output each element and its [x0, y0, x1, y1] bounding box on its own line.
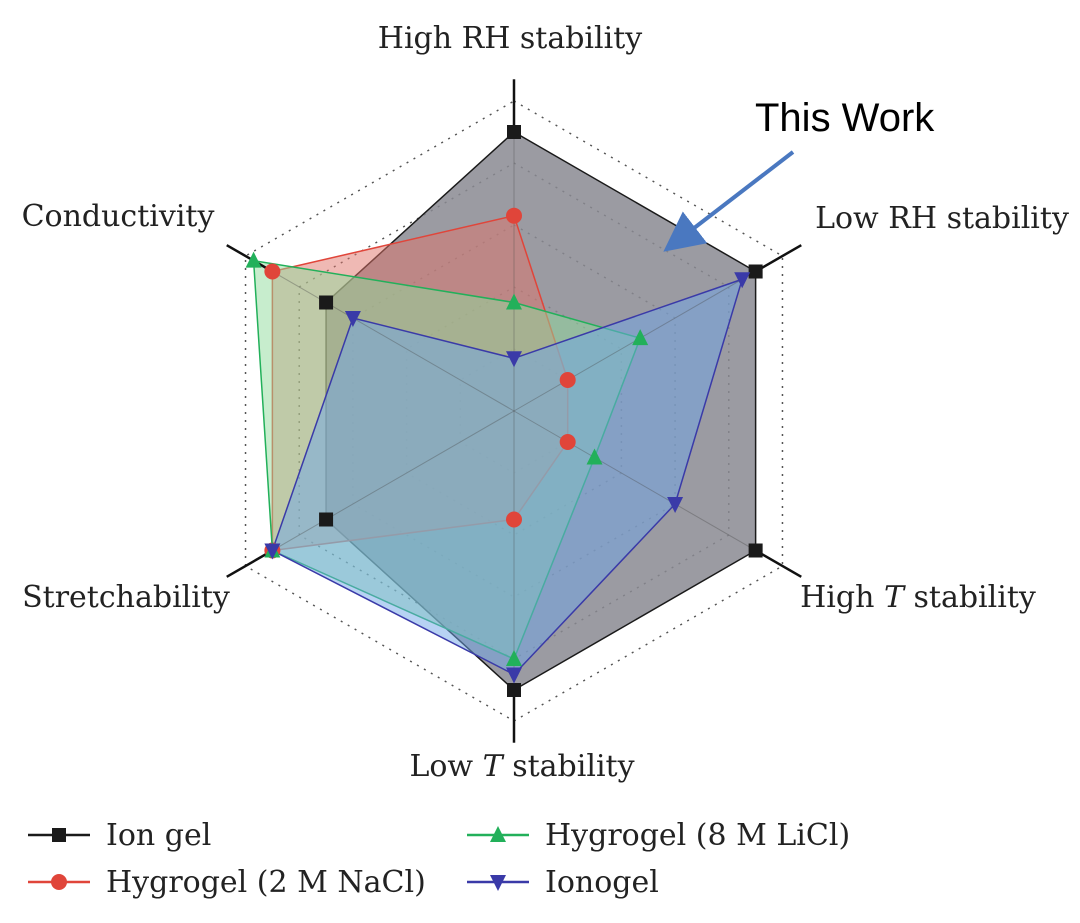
axis-label-t_high: High T stability: [800, 580, 1036, 615]
legend-label-3: Ionogel: [545, 865, 659, 900]
annotation-this-work: This Work: [755, 96, 935, 140]
data-point-3-t_high: [667, 497, 684, 513]
data-point-1-t_high: [559, 434, 576, 450]
data-point-0-rh_high: [507, 125, 521, 139]
legend-item-0: Ion gel: [28, 818, 211, 853]
axis-labels: High RH stability Low RH stability High T …: [22, 21, 1069, 784]
data-point-2-t_low: [506, 650, 522, 666]
data-point-2-rh_high: [506, 293, 522, 310]
data-point-1-rh_high: [506, 207, 522, 224]
axis-label-t_low: Low T stability: [409, 749, 634, 784]
data-point-2-t_high: [586, 448, 603, 465]
radar-series: [252, 131, 757, 691]
annotation-arrow: [663, 150, 795, 252]
axis-label-cond: Conductivity: [22, 199, 215, 234]
axis-spoke-t_high: [754, 549, 802, 578]
data-point-3-rh_low: [734, 272, 751, 289]
legend-item-3: Ionogel: [467, 865, 659, 900]
legend-label-2: Hygrogel (8 M LiCl): [545, 818, 850, 853]
data-point-0-stretch: [319, 512, 334, 527]
legend-label-0: Ion gel: [106, 818, 211, 853]
data-point-2-cond: [245, 251, 262, 268]
axis-spoke-stretch: [226, 549, 274, 578]
radar-markers: [245, 125, 763, 697]
axis-label-rh_high: High RH stability: [378, 21, 642, 56]
legend-marker-3: [490, 875, 506, 891]
data-point-0-cond: [319, 295, 334, 310]
data-point-2-rh_low: [632, 329, 649, 346]
data-point-1-cond: [264, 263, 281, 280]
axis-spoke-cond: [226, 244, 274, 273]
legend-marker-0: [52, 828, 66, 842]
legend-label-1: Hygrogel (2 M NaCl): [106, 865, 426, 900]
data-point-0-t_high: [748, 543, 763, 558]
data-point-3-rh_high: [506, 351, 522, 368]
axis-spoke-rh_low: [754, 244, 802, 273]
data-point-1-rh_low: [559, 372, 576, 388]
legend: Ion gel Hygrogel (2 M NaCl) Hygrogel (8 M …: [28, 818, 850, 900]
legend-item-2: Hygrogel (8 M LiCl): [467, 818, 850, 853]
legend-marker-2: [490, 826, 506, 842]
axis-label-rh_low: Low RH stability: [815, 201, 1069, 236]
legend-marker-1: [51, 874, 67, 890]
axis-label-stretch: Stretchability: [22, 580, 230, 615]
data-point-3-t_low: [506, 667, 522, 684]
data-point-3-cond: [344, 311, 361, 327]
data-point-3-stretch: [264, 543, 281, 560]
legend-item-1: Hygrogel (2 M NaCl): [28, 865, 426, 900]
data-point-0-rh_low: [748, 264, 763, 279]
data-point-1-t_low: [506, 511, 522, 528]
data-point-0-t_low: [507, 683, 521, 697]
